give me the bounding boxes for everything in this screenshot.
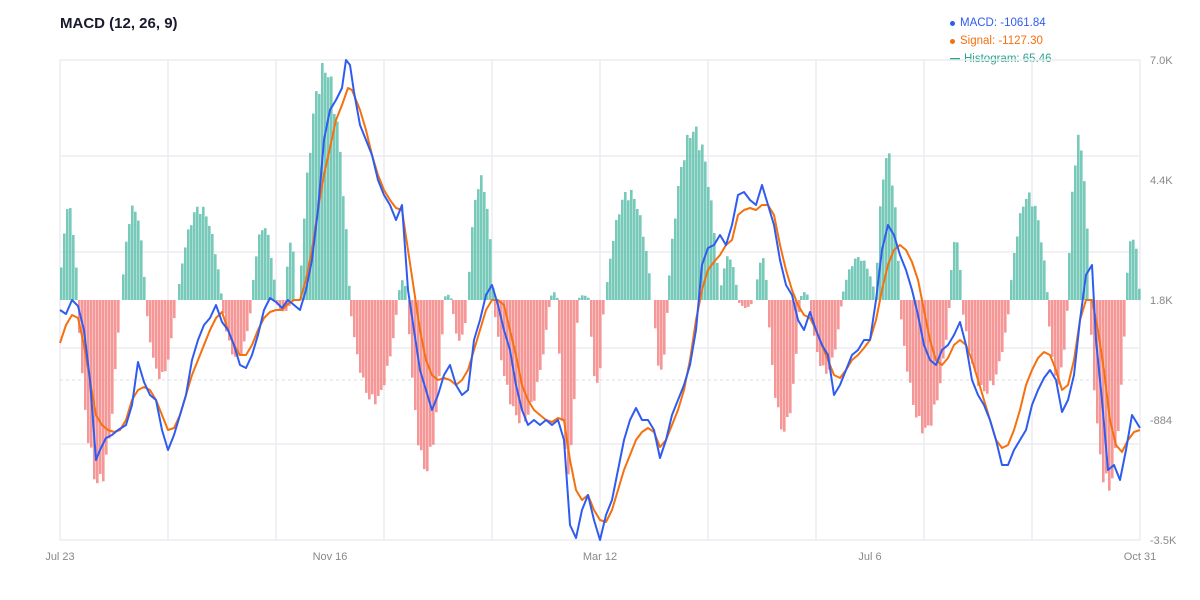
y-tick-label: -884	[1150, 415, 1172, 427]
macd-dot-icon	[950, 20, 955, 26]
y-tick-label: -3.5K	[1150, 535, 1177, 547]
y-axis-ticks: 7.0K 4.4K 1.8K -884 -3.5K	[1150, 55, 1177, 547]
y-tick-label: 4.4K	[1150, 175, 1173, 187]
legend-item-histogram[interactable]: Histogram: 65.46	[950, 50, 1052, 68]
x-tick-label: Mar 12	[583, 551, 617, 563]
legend: MACD: -1061.84 Signal: -1127.30 Histogra…	[950, 14, 1052, 68]
legend-signal-label: Signal: -1127.30	[960, 35, 1043, 47]
macd-line	[59, 59, 1141, 541]
histogram-line-icon	[950, 58, 960, 60]
legend-item-signal[interactable]: Signal: -1127.30	[950, 32, 1052, 50]
x-tick-label: Jul 23	[45, 551, 74, 563]
legend-macd-label: MACD: -1061.84	[960, 17, 1046, 29]
signal-dot-icon	[950, 38, 955, 44]
x-tick-label: Jul 6	[858, 551, 881, 563]
legend-item-macd[interactable]: MACD: -1061.84	[950, 14, 1052, 32]
chart-title: MACD (12, 26, 9)	[60, 15, 178, 32]
y-tick-label: 7.0K	[1150, 55, 1173, 67]
legend-histogram-label: Histogram: 65.46	[964, 53, 1052, 65]
x-tick-label: Oct 31	[1124, 551, 1156, 563]
x-axis-ticks: Jul 23 Nov 16 Mar 12 Jul 6 Oct 31	[45, 551, 1156, 563]
x-tick-label: Nov 16	[313, 551, 348, 563]
signal-line	[59, 87, 1141, 523]
y-tick-label: 1.8K	[1150, 295, 1173, 307]
